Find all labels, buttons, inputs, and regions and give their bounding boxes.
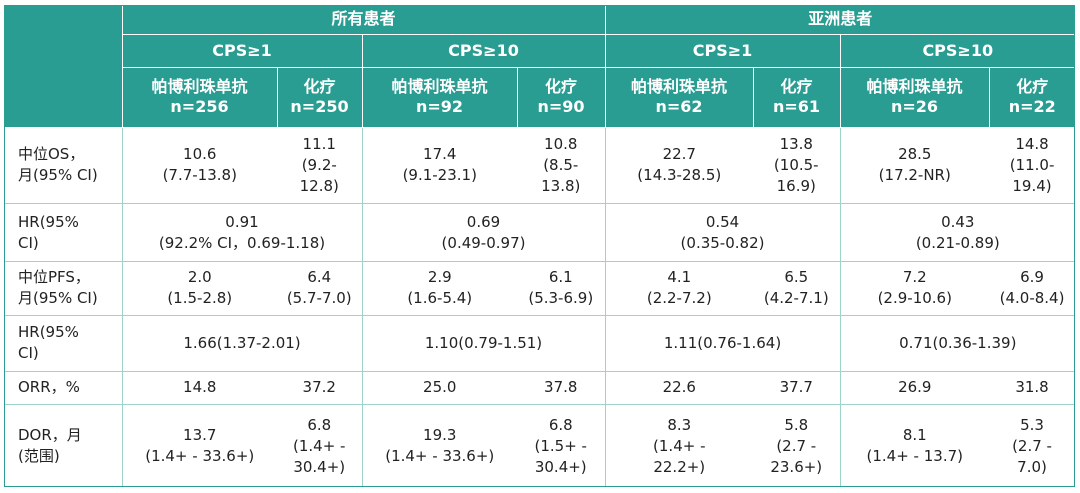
asia-cps1-pembro-header: 帕博利珠单抗 n=62 bbox=[605, 67, 754, 128]
dor-cell: 5.8 (2.7 -23.6+) bbox=[753, 404, 841, 487]
results-table: 所有患者 亚洲患者 CPS≥1 CPS≥10 CPS≥1 CPS≥10 帕博利珠… bbox=[4, 5, 1076, 487]
hr-os-cell: 0.69 (0.49-0.97) bbox=[362, 203, 606, 263]
os-cell: 17.4 (9.1-23.1) bbox=[362, 127, 517, 204]
row-label-hr-os: HR(95% CI) bbox=[4, 203, 123, 263]
pfs-cell: 7.2 (2.9-10.6) bbox=[840, 261, 990, 316]
orr-cell: 26.9 bbox=[840, 371, 990, 406]
results-table-container: 所有患者 亚洲患者 CPS≥1 CPS≥10 CPS≥1 CPS≥10 帕博利珠… bbox=[4, 5, 1076, 487]
orr-cell: 37.7 bbox=[753, 371, 841, 406]
table-row-orr: ORR，% 14.8 37.2 25.0 37.8 22.6 37.7 26.9… bbox=[4, 371, 1076, 406]
dor-cell: 6.8 (1.4+ -30.4+) bbox=[277, 404, 363, 487]
table-row-median-os: 中位OS， 月(95% CI) 10.6 (7.7-13.8) 11.1 (9.2- 1… bbox=[4, 127, 1076, 204]
os-cell: 22.7 (14.3-28.5) bbox=[605, 127, 754, 204]
table-row-dor: DOR，月 (范围) 13.7 (1.4+ - 33.6+) 6.8 (1.4+ -3… bbox=[4, 404, 1075, 487]
dor-cell: 19.3 (1.4+ - 33.6+) bbox=[385, 426, 495, 465]
dor-cell: 8.3 (1.4+ -22.2+) bbox=[653, 415, 706, 476]
os-cell: 13.8 (10.5- 16.9) bbox=[753, 127, 841, 204]
dor-cell: 6.8 (1.5+ -30.4+) bbox=[517, 404, 606, 487]
asia-cps10-pembro-header: 帕博利珠单抗 n=26 bbox=[840, 67, 990, 128]
table-row-hr-pfs: HR(95% CI) 1.66(1.37-2.01) 1.10(0.79-1.51… bbox=[4, 315, 1076, 372]
asia-cps10-header: CPS≥10 bbox=[840, 34, 1076, 68]
hr-pfs-cell: 1.11(0.76-1.64) bbox=[605, 315, 841, 372]
os-cell: 10.8 (8.5- 13.8) bbox=[517, 127, 606, 204]
asia-cps1-header: CPS≥1 bbox=[605, 34, 841, 68]
orr-cell: 22.6 bbox=[605, 371, 754, 406]
hr-pfs-cell: 0.71(0.36-1.39) bbox=[840, 315, 1076, 372]
group-all-patients: 所有患者 bbox=[122, 5, 606, 35]
group-asian-patients: 亚洲患者 bbox=[605, 5, 1076, 35]
os-cell: 10.6 (7.7-13.8) bbox=[122, 127, 277, 204]
table-row-hr-os: HR(95% CI) 0.91 (92.2% CI，0.69-1.18) 0.69(… bbox=[4, 203, 1076, 263]
asia-cps10-chemo-header: 化疗 n=22 bbox=[989, 67, 1076, 128]
header-corner bbox=[4, 5, 123, 127]
all-cps10-pembro-header: 帕博利珠单抗 n=92 bbox=[362, 67, 518, 128]
hr-os-cell: 0.91 (92.2% CI，0.69-1.18) bbox=[122, 203, 363, 263]
hr-pfs-cell: 1.10(0.79-1.51) bbox=[362, 315, 606, 372]
hr-os-cell: 0.54 (0.35-0.82) bbox=[605, 203, 841, 263]
orr-cell: 37.2 bbox=[277, 371, 363, 406]
orr-cell: 25.0 bbox=[362, 371, 517, 406]
pfs-cell: 6.4 (5.7-7.0) bbox=[277, 261, 363, 316]
orr-cell: 31.8 bbox=[989, 371, 1076, 406]
row-label-dor: DOR，月 (范围) bbox=[4, 404, 123, 487]
all-cps1-chemo-header: 化疗 n=250 bbox=[277, 67, 363, 128]
pfs-cell: 2.9 (1.6-5.4) bbox=[362, 261, 517, 316]
table-row-median-pfs: 中位PFS， 月(95% CI) 2.0 (1.5-2.8) 6.4 (5.7-7.0… bbox=[4, 261, 1076, 316]
dor-cell: 8.1 (1.4+ - 13.7) bbox=[866, 426, 963, 465]
row-label-median-os: 中位OS， 月(95% CI) bbox=[4, 127, 123, 204]
all-cps1-header: CPS≥1 bbox=[122, 34, 363, 68]
asia-cps1-chemo-header: 化疗 n=61 bbox=[753, 67, 841, 128]
row-label-orr: ORR，% bbox=[4, 371, 123, 406]
row-label-median-pfs: 中位PFS， 月(95% CI) bbox=[4, 261, 123, 316]
dor-cell: 13.7 (1.4+ - 33.6+) bbox=[145, 426, 255, 465]
hr-os-cell: 0.43 (0.21-0.89) bbox=[840, 203, 1076, 263]
os-cell: 28.5 (17.2-NR) bbox=[840, 127, 990, 204]
dor-cell: 5.3 (2.7 -7.0) bbox=[1012, 415, 1052, 476]
all-cps10-chemo-header: 化疗 n=90 bbox=[517, 67, 606, 128]
all-cps10-header: CPS≥10 bbox=[362, 34, 606, 68]
row-label-hr-pfs: HR(95% CI) bbox=[4, 315, 123, 372]
pfs-cell: 4.1 (2.2-7.2) bbox=[605, 261, 754, 316]
pfs-cell: 6.1 (5.3-6.9) bbox=[517, 261, 606, 316]
pfs-cell: 6.5 (4.2-7.1) bbox=[753, 261, 841, 316]
hr-pfs-cell: 1.66(1.37-2.01) bbox=[122, 315, 363, 372]
pfs-cell: 2.0 (1.5-2.8) bbox=[122, 261, 277, 316]
orr-cell: 14.8 bbox=[122, 371, 277, 406]
orr-cell: 37.8 bbox=[517, 371, 606, 406]
all-cps1-pembro-header: 帕博利珠单抗 n=256 bbox=[122, 67, 278, 128]
os-cell: 14.8 (11.0- 19.4) bbox=[989, 127, 1076, 204]
os-cell: 11.1 (9.2- 12.8) bbox=[277, 127, 363, 204]
pfs-cell: 6.9 (4.0-8.4) bbox=[989, 261, 1076, 316]
